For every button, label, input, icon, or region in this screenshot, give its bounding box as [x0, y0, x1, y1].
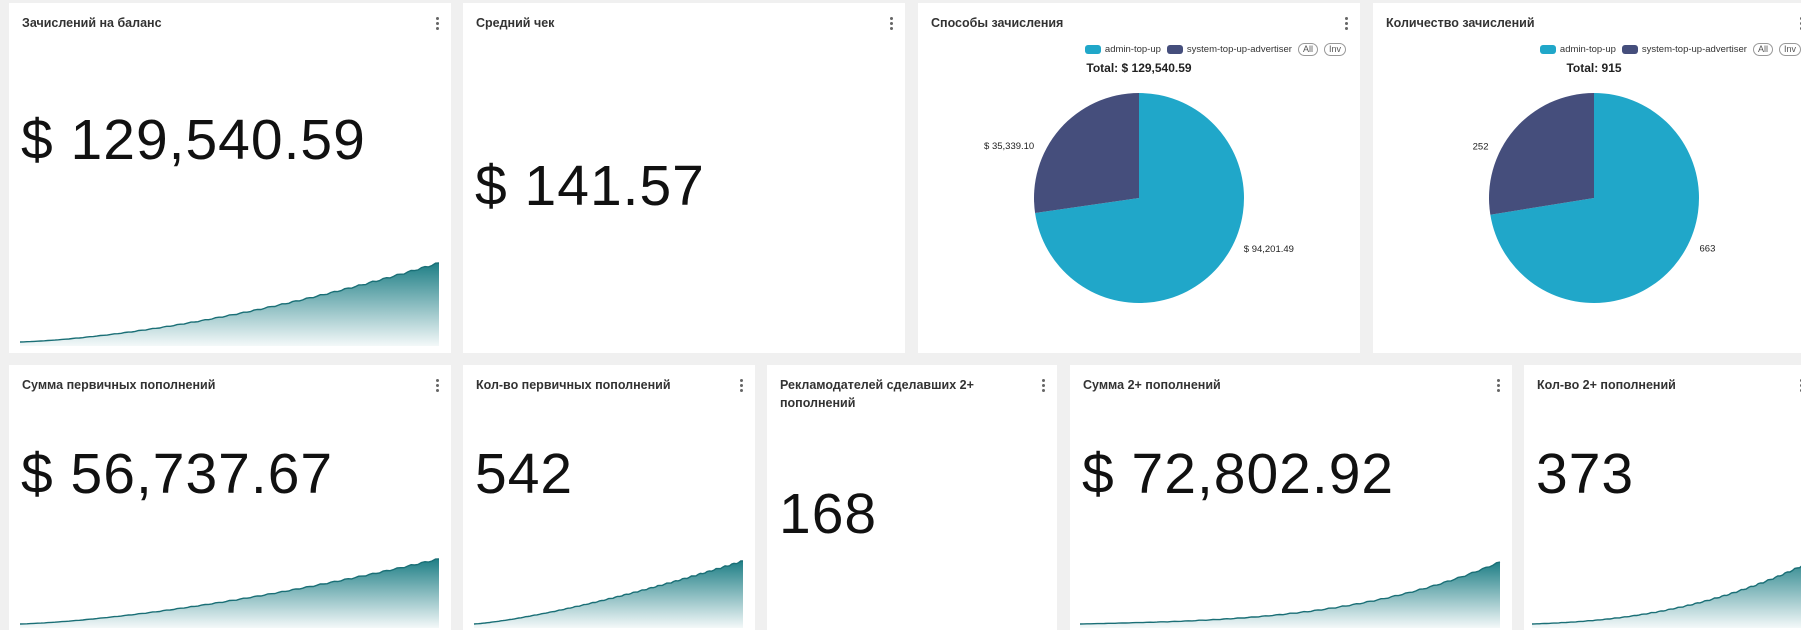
pie-chart: $ 94,201.49 $ 35,339.10 [984, 93, 1294, 304]
big-number: $ 72,802.92 [1082, 442, 1395, 506]
card-title: Кол-во 2+ пополнений [1537, 378, 1676, 392]
legend-swatch [1539, 44, 1556, 54]
legend: admin-top-up system-top-up-advertiser All I… [1539, 43, 1801, 56]
sparkline [19, 558, 440, 628]
legend-label: admin-top-up [1104, 44, 1161, 55]
menu-button[interactable] [890, 17, 893, 32]
legend-swatch [1084, 44, 1101, 54]
pie-slice [1034, 93, 1139, 213]
pie-chart: 663 252 [1473, 93, 1716, 303]
sparkline [1531, 565, 1801, 628]
menu-button[interactable] [1042, 379, 1045, 394]
legend-label: system-top-up-advertiser [1641, 44, 1747, 55]
card: Сумма первичных пополнений $ 56,737.67 [9, 365, 451, 630]
card-title: Средний чек [476, 16, 555, 30]
sparkline-area [20, 559, 439, 628]
sparkline-line [1531, 565, 1801, 625]
card: Рекламодателей сделавших 2+ пополнений 16… [767, 365, 1057, 630]
sparkline-line [1079, 561, 1501, 625]
card: Способы зачисления admin-top-up system-top… [918, 3, 1360, 353]
legend-label: admin-top-up [1559, 44, 1616, 55]
pie-slice [1489, 93, 1594, 215]
card-title: Рекламодателей сделавших 2+ пополнений [780, 378, 974, 410]
legend-item[interactable]: admin-top-up [1539, 44, 1616, 55]
sparkline [473, 560, 743, 628]
slice-label: $ 35,339.10 [984, 141, 1034, 152]
legend-label: system-top-up-advertiser [1186, 44, 1292, 55]
slice-label: 663 [1700, 244, 1716, 255]
sparkline-area [474, 561, 743, 628]
legend-button[interactable]: All [1297, 43, 1318, 56]
sparkline [1079, 561, 1501, 628]
sparkline-area [1532, 566, 1801, 628]
big-number: 373 [1536, 442, 1635, 506]
big-number: $ 141.57 [475, 154, 705, 218]
card: Кол-во первичных пополнений 542 [463, 365, 755, 630]
big-number: 168 [779, 482, 878, 546]
menu-button[interactable] [1497, 379, 1500, 394]
card-title: Кол-во первичных пополнений [476, 378, 671, 392]
big-number: $ 56,737.67 [21, 442, 334, 506]
pie-slice [1490, 93, 1699, 303]
card: Количество зачислений admin-top-up system-… [1373, 3, 1801, 353]
menu-button[interactable] [1345, 17, 1348, 32]
menu-button[interactable] [436, 17, 439, 32]
legend-button[interactable]: All [1752, 43, 1773, 56]
sparkline-area [1080, 562, 1500, 628]
pie-slice [1035, 93, 1244, 304]
legend-swatch [1621, 44, 1638, 54]
card: Средний чек $ 141.57 [463, 3, 905, 353]
card-title: Сумма 2+ пополнений [1083, 378, 1221, 392]
legend-item[interactable]: system-top-up-advertiser [1621, 44, 1747, 55]
legend-button[interactable]: Inv [1323, 43, 1346, 56]
card-title: Способы зачисления [931, 16, 1064, 30]
slice-label: 252 [1473, 141, 1489, 152]
card: Кол-во 2+ пополнений 373 [1524, 365, 1801, 630]
card-title: Зачислений на баланс [22, 16, 162, 30]
legend-button[interactable]: Inv [1778, 43, 1801, 56]
chart-subtitle: Total: $ 129,540.59 [1086, 61, 1192, 75]
card-title: Количество зачислений [1386, 16, 1535, 30]
card-title: Сумма первичных пополнений [22, 378, 216, 392]
legend-item[interactable]: admin-top-up [1084, 44, 1161, 55]
sparkline-line [473, 560, 743, 625]
menu-button[interactable] [740, 379, 743, 394]
legend-swatch [1166, 44, 1183, 54]
chart-subtitle: Total: 915 [1566, 61, 1622, 75]
card: Зачислений на баланс $ 129,540.59 [9, 3, 451, 353]
big-number: $ 129,540.59 [21, 108, 366, 172]
big-number: 542 [475, 442, 574, 506]
menu-button[interactable] [436, 379, 439, 394]
card: Сумма 2+ пополнений $ 72,802.92 [1070, 365, 1512, 630]
sparkline-line [19, 558, 440, 625]
legend-item[interactable]: system-top-up-advertiser [1166, 44, 1292, 55]
slice-label: $ 94,201.49 [1244, 244, 1294, 255]
sparkline-line [19, 262, 440, 343]
sparkline-area [20, 263, 439, 346]
sparkline [19, 262, 440, 346]
legend: admin-top-up system-top-up-advertiser All I… [1084, 43, 1346, 56]
